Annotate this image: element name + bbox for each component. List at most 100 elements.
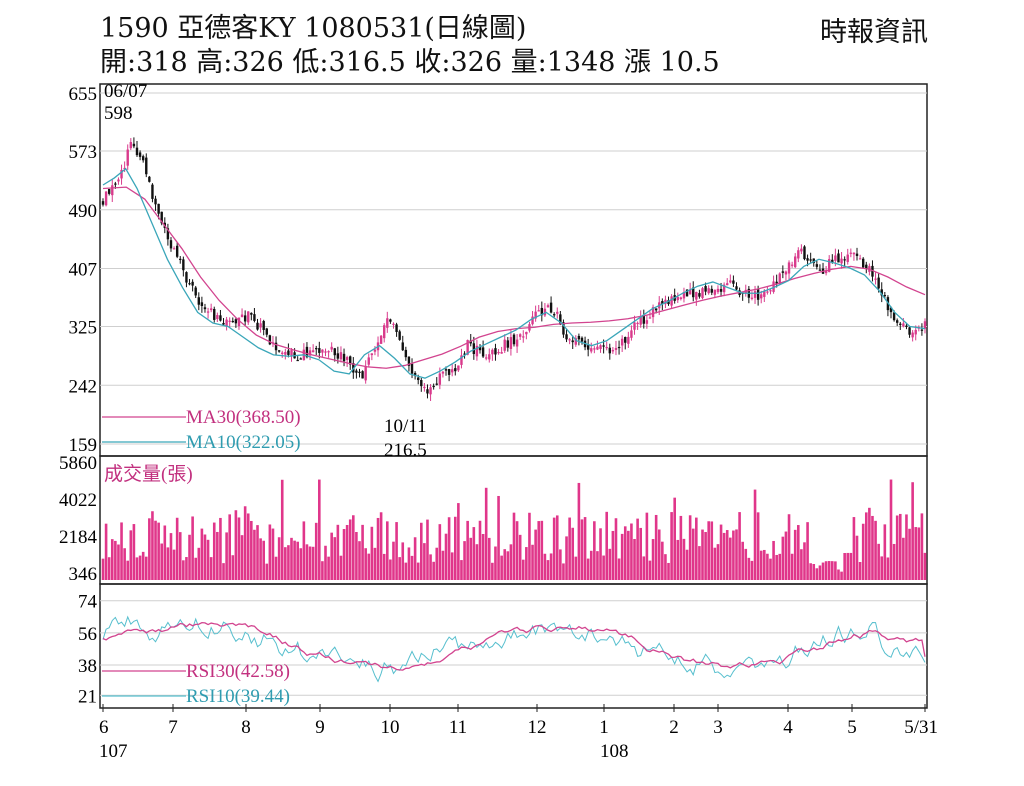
volume-bar — [509, 544, 513, 580]
candle-body — [849, 252, 853, 254]
candle-body — [599, 345, 602, 350]
volume-bar — [546, 560, 550, 580]
candle-body — [349, 356, 352, 365]
candle-body — [132, 143, 136, 147]
candle-body — [228, 320, 231, 322]
candle-body — [722, 284, 726, 293]
volume-bar — [324, 545, 327, 580]
ma10-legend-label: MA10(322.05) — [186, 432, 301, 453]
candle-body — [880, 289, 883, 296]
candle-body — [763, 290, 766, 297]
volume-bar — [803, 542, 806, 580]
volume-bar — [314, 522, 318, 580]
volume-bar — [738, 512, 741, 580]
candle-body — [797, 250, 800, 259]
candle-body — [593, 348, 596, 350]
volume-bar — [101, 558, 105, 580]
candle-body — [262, 321, 265, 330]
candle-body — [855, 253, 859, 256]
volume-bar — [821, 562, 825, 580]
chart-title: 1590 亞德客KY 1080531(日線圖) — [100, 13, 527, 44]
volume-bar — [639, 527, 642, 580]
volume-bar — [713, 547, 717, 580]
volume-bar — [763, 549, 766, 580]
volume-bar — [259, 538, 262, 580]
candle-body — [290, 350, 293, 356]
candle-body — [775, 281, 778, 284]
volume-bar — [447, 517, 451, 580]
volume-bar — [543, 553, 547, 580]
volume-bar — [172, 549, 176, 580]
ma10-line — [102, 167, 926, 379]
volume-bar — [148, 518, 151, 580]
candle-body — [834, 255, 837, 261]
volume-bar — [614, 518, 618, 580]
candle-body — [120, 169, 123, 179]
volume-bar — [494, 546, 497, 580]
volume-bar — [212, 522, 216, 580]
candle-body — [716, 288, 720, 293]
volume-bar — [627, 530, 630, 580]
candle-body — [908, 327, 911, 335]
candle-body — [222, 322, 225, 325]
volume-bar — [216, 531, 219, 580]
volume-bar — [623, 526, 627, 580]
candle-body — [339, 352, 343, 360]
candle-body — [447, 369, 451, 375]
candle-body — [562, 322, 565, 335]
volume-bar — [284, 547, 287, 580]
volume-bar — [549, 553, 553, 580]
candle-body — [379, 335, 383, 344]
volume-bar — [555, 515, 559, 580]
volume-bar — [389, 559, 392, 580]
price-ytick-label: 573 — [69, 142, 98, 163]
volume-bar — [188, 534, 191, 580]
candle-body — [630, 330, 633, 338]
volume-bar — [772, 540, 775, 580]
volume-bar — [182, 560, 185, 580]
candle-body — [253, 314, 256, 321]
volume-bar — [611, 530, 615, 580]
candle-body — [648, 317, 652, 319]
volume-bar — [608, 548, 612, 580]
candle-body — [172, 248, 176, 250]
candle-body — [803, 246, 806, 260]
volume-bar — [577, 482, 581, 580]
candle-body — [358, 371, 361, 373]
ma30-legend-label: MA30(368.50) — [186, 407, 301, 428]
candle-body — [277, 350, 281, 352]
candle-body — [243, 315, 247, 322]
candle-body — [478, 346, 482, 351]
candle-body — [185, 272, 188, 283]
candle-body — [685, 289, 689, 297]
volume-bar — [565, 536, 568, 580]
xtick-label: 7 — [168, 717, 178, 738]
xtick-label: 2 — [669, 717, 679, 738]
volume-bar — [469, 537, 473, 580]
candle-body — [330, 346, 333, 350]
candle-body — [364, 366, 367, 381]
candle-body — [373, 349, 377, 352]
candle-body — [481, 347, 485, 357]
candle-body — [182, 259, 185, 271]
candle-body — [466, 340, 469, 355]
volume-bar — [453, 516, 457, 580]
candle-body — [512, 334, 516, 345]
volume-bar — [321, 561, 324, 580]
volume-bar — [373, 547, 377, 580]
candle-body — [664, 299, 667, 305]
candle-body — [420, 380, 423, 387]
candle-body — [861, 258, 865, 268]
volume-bar — [722, 532, 726, 580]
candle-body — [191, 281, 194, 286]
candle-body — [355, 370, 358, 373]
volume-bar — [237, 517, 241, 580]
xtick-label: 11 — [449, 717, 467, 738]
candle-body — [296, 359, 299, 362]
candle-body — [203, 307, 207, 310]
volume-bar — [812, 564, 816, 580]
volume-bar — [135, 557, 139, 580]
volume-bar — [849, 552, 853, 580]
xtick-year-label: 107 — [99, 741, 128, 762]
